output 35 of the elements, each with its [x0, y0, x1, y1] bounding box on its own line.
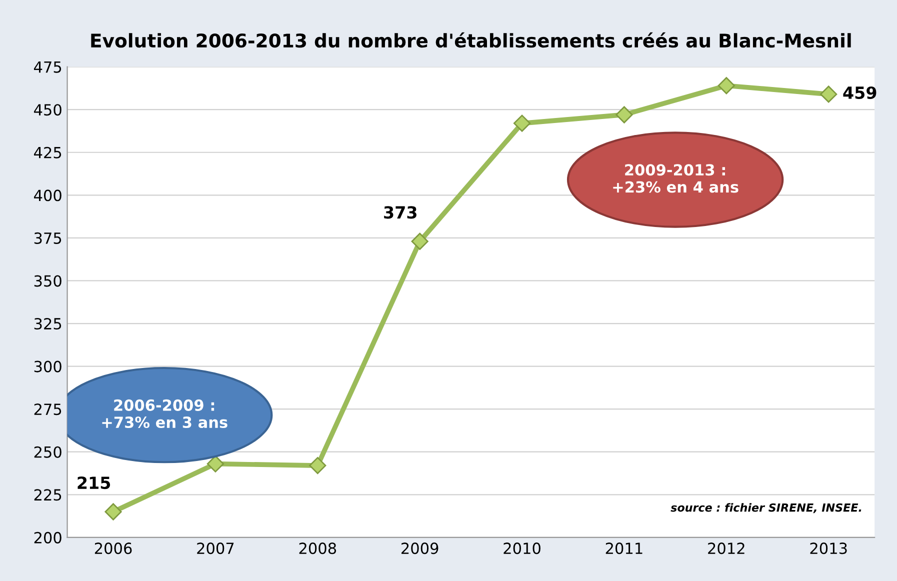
point [411, 232, 428, 250]
y-tick-label: 225 [34, 489, 62, 501]
data-label: 373 [384, 206, 416, 219]
point [309, 457, 326, 474]
point [104, 503, 122, 520]
y-tick-label: 425 [34, 146, 62, 158]
y-tick-label: 200 [34, 532, 62, 544]
y-tick-label: 400 [34, 190, 62, 202]
y-tick-label: 325 [34, 318, 62, 330]
x-tick-label: 2009 [402, 542, 438, 554]
x-tick-label: 2010 [504, 542, 540, 554]
point [616, 106, 633, 124]
x-tick-label: 2011 [606, 542, 642, 554]
annotation: source : fichier SIRENE, INSEE. [670, 503, 862, 514]
annotation: 2006-2009 : +73% en 3 ans [102, 399, 228, 428]
x-tick-label: 2008 [299, 542, 336, 554]
y-tick-label: 450 [34, 104, 62, 116]
point [513, 114, 531, 132]
data-label: 215 [78, 476, 110, 490]
y-tick-label: 250 [34, 446, 62, 458]
chart-title: Evolution 2006-2013 du nombre d'établissements créés au Blanc-Mesnil [91, 32, 851, 48]
x-tick-label: 2006 [94, 542, 132, 554]
y-tick-label: 475 [34, 61, 62, 73]
x-tick-label: 2007 [197, 542, 234, 554]
x-tick-label: 2013 [810, 542, 847, 554]
data-label: 459 [843, 86, 876, 100]
y-tick-label: 300 [34, 360, 62, 372]
y-tick-label: 375 [34, 232, 62, 244]
annotation: 2009-2013 : +23% en 4 ans [613, 164, 738, 193]
y-tick-label: 350 [34, 275, 62, 287]
point [820, 86, 838, 103]
point [206, 455, 224, 472]
point [718, 77, 735, 94]
x-tick-label: 2012 [708, 542, 744, 554]
y-tick-label: 275 [34, 404, 62, 416]
